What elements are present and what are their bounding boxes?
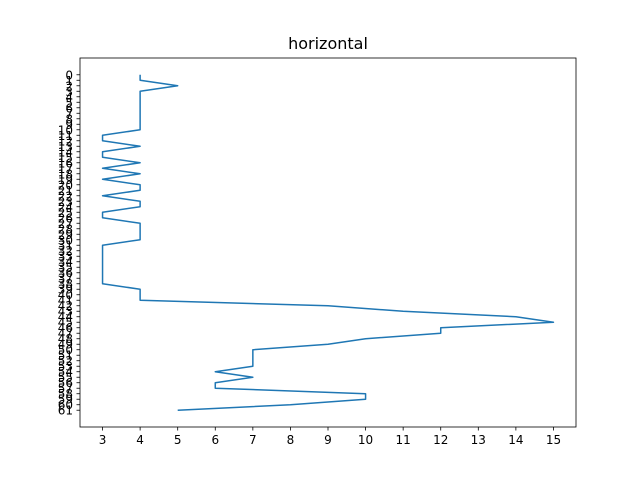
y-tick-label: 20 (58, 178, 73, 192)
y-tick-label: 34 (58, 255, 73, 269)
y-tick-label: 6 (65, 101, 73, 115)
y-tick-label: 11 (58, 129, 73, 143)
y-tick-label: 37 (58, 272, 73, 286)
y-tick-label: 1 (65, 74, 73, 88)
y-tick-label: 33 (58, 250, 73, 264)
y-tick-label: 56 (58, 376, 73, 390)
y-tick-label: 51 (58, 349, 73, 363)
y-tick-label: 46 (58, 321, 73, 335)
y-tick-label: 29 (58, 228, 73, 242)
y-tick-label: 43 (58, 305, 73, 319)
y-tick-label: 61 (58, 404, 73, 418)
y-tick-label: 40 (58, 288, 73, 302)
x-tick-label: 13 (471, 433, 486, 447)
y-tick-label: 44 (58, 310, 73, 324)
y-tick-label: 45 (58, 316, 73, 330)
y-tick-label: 13 (58, 140, 73, 154)
x-tick-label: 4 (136, 433, 144, 447)
y-tick-label: 24 (58, 200, 73, 214)
x-tick-label: 5 (174, 433, 182, 447)
y-tick-label: 55 (58, 371, 73, 385)
y-tick-label: 36 (58, 266, 73, 280)
y-tick-label: 54 (58, 365, 73, 379)
y-tick-label: 9 (65, 118, 73, 132)
x-tick-label: 12 (433, 433, 448, 447)
y-tick-label: 25 (58, 206, 73, 220)
y-tick-label: 50 (58, 343, 73, 357)
y-tick-label: 53 (58, 360, 73, 374)
x-tick-label: 9 (324, 433, 332, 447)
y-tick-label: 16 (58, 156, 73, 170)
x-tick-label: 8 (287, 433, 295, 447)
y-tick-label: 49 (58, 338, 73, 352)
y-tick-label: 38 (58, 277, 73, 291)
y-tick-label: 28 (58, 222, 73, 236)
y-tick-label: 12 (58, 134, 73, 148)
x-tick-label: 15 (546, 433, 561, 447)
y-tick-label: 7 (65, 107, 73, 121)
x-tick-label: 14 (508, 433, 523, 447)
y-tick-label: 48 (58, 332, 73, 346)
y-tick-label: 31 (58, 239, 73, 253)
y-tick-label: 42 (58, 299, 73, 313)
y-tick-label: 59 (58, 393, 73, 407)
y-tick-label: 60 (58, 398, 73, 412)
y-tick-label: 4 (65, 90, 73, 104)
y-tick-label: 41 (58, 294, 73, 308)
y-tick-label: 26 (58, 211, 73, 225)
x-tick-label: 6 (211, 433, 219, 447)
x-tick-label: 11 (396, 433, 411, 447)
y-tick-label: 3 (65, 85, 73, 99)
x-tick-label: 3 (99, 433, 107, 447)
plot-area: 3 4 5 6 7 8 9 10 11 12 13 14 15012345678910111213141… (58, 57, 577, 447)
y-tick-label: 17 (58, 162, 73, 176)
y-tick-label: 57 (58, 382, 73, 396)
y-tick-label: 39 (58, 283, 73, 297)
y-tick-label: 18 (58, 167, 73, 181)
y-tick-label: 19 (58, 173, 73, 187)
y-tick-label: 10 (58, 123, 73, 137)
y-tick-label: 58 (58, 387, 73, 401)
y-tick-label: 30 (58, 233, 73, 247)
y-tick-label: 23 (58, 195, 73, 209)
y-tick-label: 52 (58, 354, 73, 368)
y-tick-label: 21 (58, 184, 73, 198)
y-tick-label: 32 (58, 244, 73, 258)
y-tick-label: 47 (58, 327, 73, 341)
y-tick-label: 35 (58, 261, 73, 275)
y-tick-label: 22 (58, 189, 73, 203)
y-tick-label: 5 (65, 96, 73, 110)
y-tick-label: 27 (58, 217, 73, 231)
y-tick-label: 14 (58, 145, 73, 159)
y-tick-label: 2 (65, 79, 73, 93)
chart-title: horizontal (288, 34, 368, 53)
y-tick-label: 15 (58, 151, 73, 165)
y-tick-label: 8 (65, 112, 73, 126)
y-tick-label: 0 (65, 68, 73, 82)
x-tick-label: 10 (358, 433, 373, 447)
x-tick-label: 7 (249, 433, 257, 447)
series-line-0 (101, 74, 555, 411)
